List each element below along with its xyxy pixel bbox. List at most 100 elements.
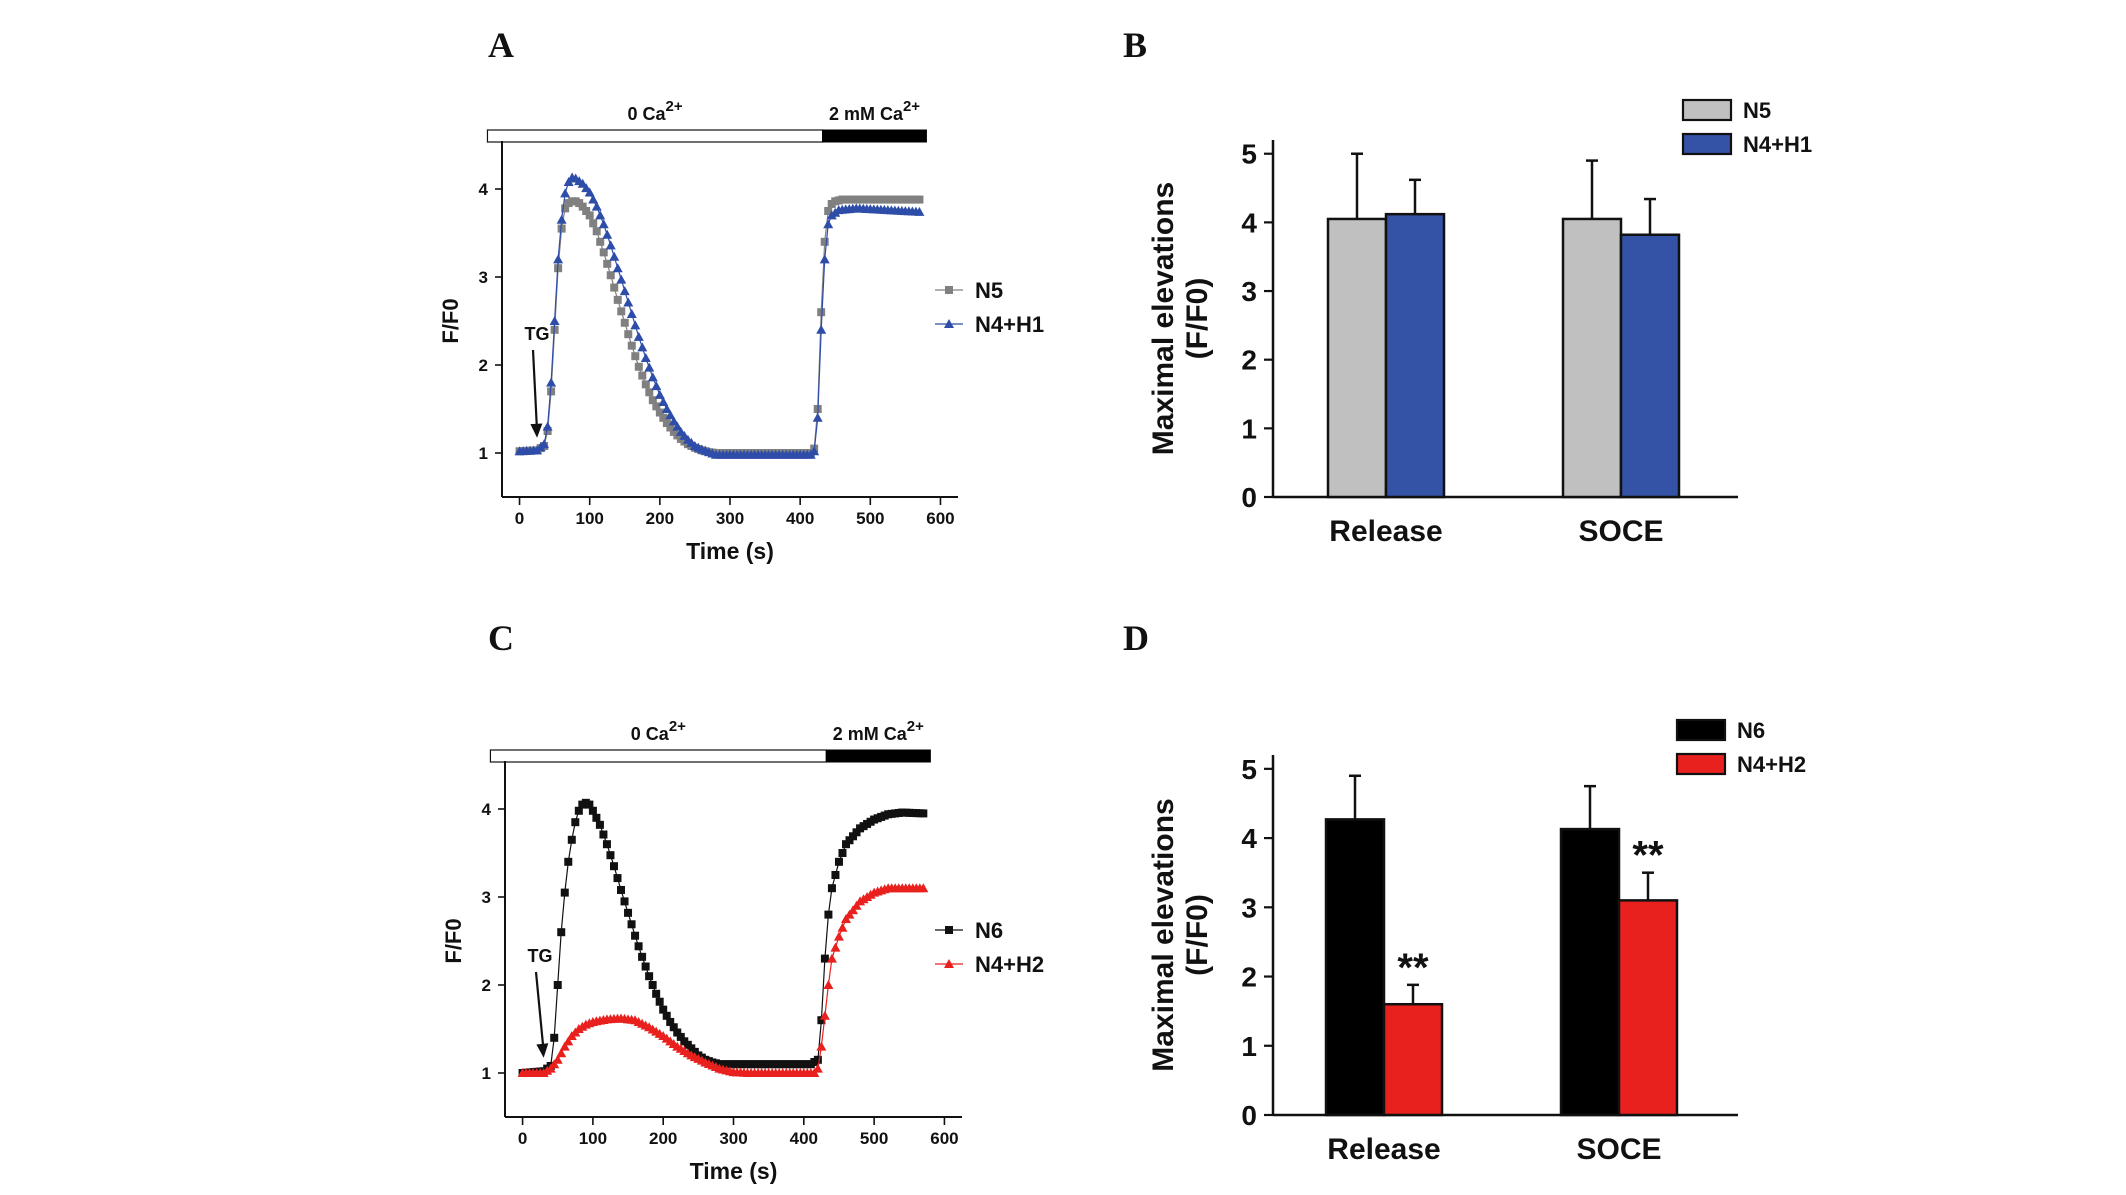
data-point [914, 206, 925, 216]
data-point [603, 259, 612, 268]
data-point [631, 931, 640, 940]
data-point [623, 297, 634, 307]
data-point [826, 953, 837, 963]
x-tick-label: 500 [860, 1129, 888, 1148]
legend-label: N5 [1743, 98, 1771, 123]
ca-2mm-label: 2 mM Ca2+ [829, 98, 920, 124]
y-tick-label: 1 [1241, 413, 1257, 444]
data-point [645, 388, 654, 397]
x-tick-label: 400 [786, 509, 814, 528]
x-axis-title: Time (s) [690, 1158, 778, 1184]
series-line [519, 199, 920, 454]
tg-arrow [531, 349, 539, 432]
data-point [634, 362, 643, 371]
data-point [553, 981, 562, 989]
data-point [652, 989, 661, 998]
data-point [640, 352, 651, 362]
data-point [823, 219, 834, 229]
legend-marker [944, 319, 954, 328]
data-point [560, 188, 571, 198]
data-point [589, 219, 598, 228]
panel-a-letter: A [488, 25, 514, 65]
data-point [644, 362, 655, 372]
y-tick-label: 2 [479, 356, 488, 375]
data-point [609, 862, 618, 871]
data-point [616, 274, 627, 284]
panel-b-bar-chart: B 0 1 2 3 4 5 Maximal elevations (F/F0) Release S… [1123, 25, 1812, 548]
legend-label: N4+H1 [1743, 132, 1812, 157]
data-point [918, 883, 929, 893]
y-tick-label: 0 [1241, 1100, 1257, 1131]
data-point [631, 352, 640, 361]
legend-swatch [1681, 98, 1733, 122]
bar [1326, 217, 1388, 499]
data-point [648, 981, 657, 989]
ca-2mm-sup: 2+ [903, 98, 920, 115]
data-point [833, 931, 844, 941]
data-point [813, 1055, 822, 1064]
zero-ca-sup: 2+ [669, 718, 686, 735]
data-point [599, 830, 608, 839]
bar [1559, 827, 1621, 1117]
data-point [655, 997, 664, 1006]
data-point [634, 942, 643, 951]
panel-b-letter: B [1123, 25, 1147, 65]
y-tick-label: 4 [1241, 823, 1257, 854]
data-point [626, 308, 637, 318]
x-tick-label: 600 [930, 1129, 958, 1148]
bar [1619, 233, 1681, 499]
ca-2mm-sup: 2+ [907, 718, 924, 735]
y-tick-label: 3 [482, 888, 491, 907]
data-point [617, 885, 626, 894]
data-point [613, 874, 622, 883]
x-tick-label: 200 [646, 509, 674, 528]
y-axis-title: F/F0 [441, 918, 466, 963]
data-point [672, 421, 683, 431]
legend-label: N4+H2 [1737, 752, 1806, 777]
data-point [553, 254, 564, 264]
x-tick-label: 300 [716, 509, 744, 528]
data-point [543, 427, 552, 435]
data-point [641, 380, 650, 389]
data-point [831, 871, 840, 879]
legend-swatch [1675, 718, 1727, 742]
data-point [819, 254, 830, 264]
data-point [620, 897, 629, 906]
data-point [823, 980, 834, 989]
data-point [915, 195, 924, 204]
data-point [651, 381, 662, 391]
significance-marker: ** [1397, 946, 1429, 990]
data-point [602, 840, 611, 849]
y-axis-title: Maximal elevations [1147, 798, 1180, 1071]
data-point [539, 439, 550, 449]
data-point [591, 201, 602, 211]
data-point [610, 283, 619, 292]
data-point [560, 888, 569, 897]
data-point [609, 251, 620, 261]
zero-ca-bar [486, 129, 824, 143]
data-point [564, 857, 573, 866]
y-tick-label: 4 [479, 180, 489, 199]
data-point [661, 404, 672, 413]
data-point [637, 342, 648, 352]
data-point [812, 412, 823, 422]
x-category-label: Release [1327, 1133, 1440, 1166]
legend-marker [945, 926, 953, 934]
tg-annotation: TG [525, 324, 550, 344]
data-point [824, 207, 833, 215]
data-point [668, 416, 679, 426]
y-tick-label: 2 [482, 976, 491, 995]
data-point [584, 187, 595, 197]
x-tick-label: 200 [649, 1129, 677, 1148]
data-point [812, 1063, 823, 1073]
data-point [834, 857, 843, 866]
data-point [561, 204, 570, 213]
data-point [542, 421, 553, 431]
data-point [559, 1041, 570, 1051]
x-tick-label: 600 [926, 509, 954, 528]
series-line [522, 887, 924, 1074]
bar [1382, 1002, 1444, 1117]
data-point [819, 1010, 830, 1020]
data-point [613, 295, 622, 304]
